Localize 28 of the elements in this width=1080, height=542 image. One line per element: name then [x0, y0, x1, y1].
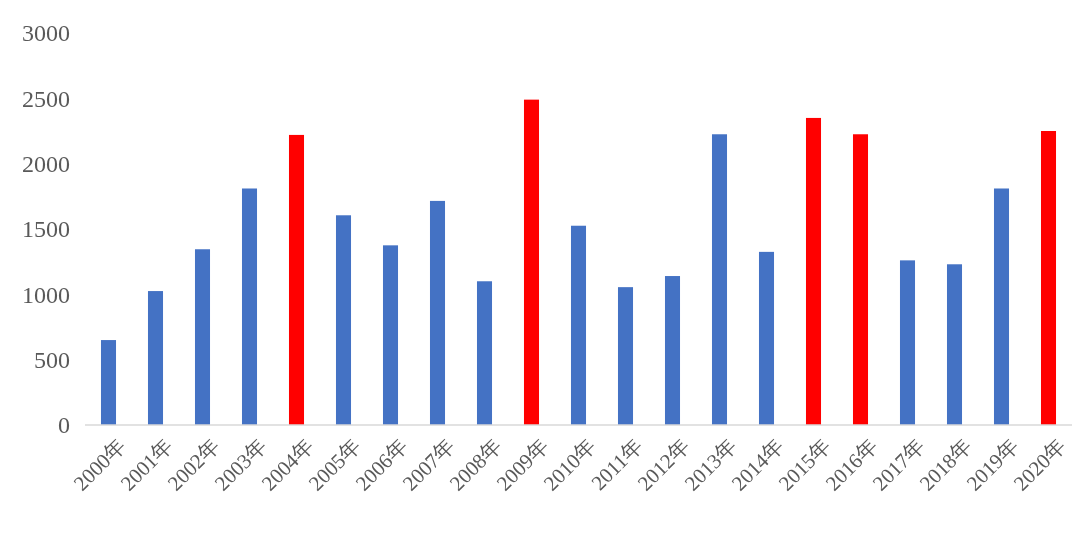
bar — [1040, 131, 1057, 425]
bar — [758, 251, 775, 425]
bar — [241, 188, 258, 425]
bar — [288, 134, 305, 425]
y-tick-label: 2500 — [22, 85, 70, 112]
bar — [711, 134, 728, 425]
bar — [100, 340, 117, 425]
bar — [946, 264, 963, 425]
y-tick-label: 0 — [58, 412, 70, 439]
bar — [570, 225, 587, 425]
bar — [899, 260, 916, 425]
bar — [335, 215, 352, 425]
bar — [194, 249, 211, 425]
y-tick-label: 1000 — [22, 281, 70, 308]
bar — [852, 134, 869, 425]
y-tick-label: 2000 — [22, 151, 70, 178]
bar — [617, 287, 634, 425]
bar — [476, 281, 493, 425]
bar — [382, 245, 399, 425]
y-tick-label: 3000 — [22, 20, 70, 47]
bar — [523, 99, 540, 425]
bar — [664, 276, 681, 425]
y-tick-label: 1500 — [22, 216, 70, 243]
y-tick-label: 500 — [34, 347, 70, 374]
bar — [147, 291, 164, 425]
bar — [993, 188, 1010, 425]
bar — [805, 117, 822, 425]
bar — [429, 200, 446, 425]
